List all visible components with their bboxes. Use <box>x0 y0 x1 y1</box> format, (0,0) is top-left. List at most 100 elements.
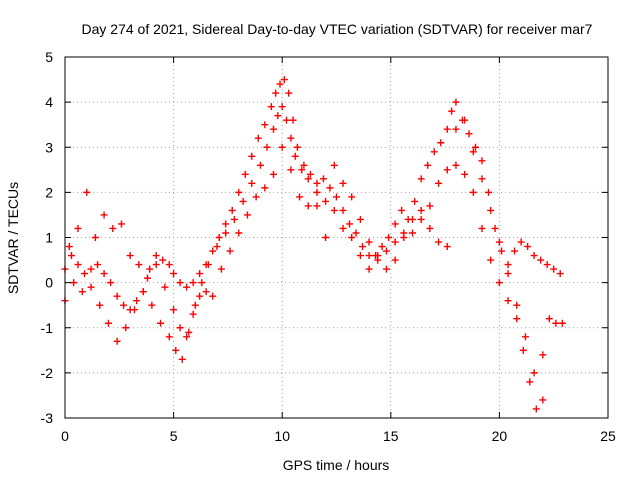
data-point <box>243 211 251 219</box>
data-point <box>213 243 221 251</box>
y-axis-label: SDTVAR / TECUs <box>5 182 21 294</box>
data-point <box>491 224 499 232</box>
x-axis-label: GPS time / hours <box>283 457 390 473</box>
data-point <box>152 252 160 260</box>
data-point <box>263 143 271 151</box>
data-point <box>545 315 553 323</box>
data-point <box>91 234 99 241</box>
data-point <box>107 279 115 287</box>
data-point <box>461 116 469 124</box>
y-tick-label: 2 <box>45 184 53 200</box>
data-point <box>339 206 347 214</box>
data-point <box>283 116 291 124</box>
data-point <box>530 369 538 377</box>
series-track-a <box>61 76 564 314</box>
data-point <box>330 206 338 214</box>
data-point <box>409 229 417 237</box>
data-point <box>202 288 210 296</box>
data-point <box>452 125 460 133</box>
data-point <box>448 107 456 115</box>
data-point <box>104 319 112 327</box>
data-point <box>391 256 399 264</box>
data-point <box>504 270 512 278</box>
data-point <box>287 134 295 142</box>
data-point <box>139 288 147 296</box>
data-point <box>170 270 178 278</box>
data-point <box>96 301 104 309</box>
data-point <box>417 175 425 183</box>
data-point <box>204 261 212 269</box>
data-point <box>504 261 512 269</box>
data-point <box>348 234 356 241</box>
x-tick-label: 25 <box>600 428 616 444</box>
data-point <box>94 261 102 269</box>
data-point <box>289 116 297 124</box>
data-point <box>469 148 477 156</box>
data-point <box>68 252 76 260</box>
y-tick-label: 0 <box>45 275 53 291</box>
data-point <box>478 175 486 183</box>
data-point <box>556 270 564 278</box>
data-point <box>176 324 184 332</box>
data-point <box>504 297 512 305</box>
data-point <box>517 238 525 246</box>
data-point <box>215 234 223 241</box>
data-point <box>81 270 89 278</box>
data-point <box>478 157 486 165</box>
data-point <box>424 161 432 169</box>
data-point <box>209 292 217 300</box>
data-point <box>365 265 373 273</box>
data-point <box>248 152 256 160</box>
data-point <box>278 103 286 111</box>
data-point <box>100 270 108 278</box>
data-point <box>513 301 521 309</box>
data-point <box>426 202 434 210</box>
data-point <box>539 396 547 404</box>
data-point <box>543 261 551 269</box>
x-tick-label: 20 <box>492 428 508 444</box>
data-point <box>306 170 314 178</box>
data-point <box>365 238 373 246</box>
data-point <box>198 279 206 287</box>
data-point <box>511 247 519 255</box>
data-point <box>313 202 321 210</box>
data-point <box>435 179 443 187</box>
data-point <box>230 215 238 223</box>
series-track-c <box>65 116 547 404</box>
data-point <box>276 80 284 88</box>
data-point <box>339 224 347 232</box>
data-point <box>452 98 460 106</box>
data-point <box>382 247 390 255</box>
data-point <box>330 161 338 169</box>
data-point <box>209 247 217 255</box>
data-point <box>172 346 180 354</box>
data-point <box>161 283 169 291</box>
data-point <box>378 243 386 251</box>
data-point <box>280 76 288 84</box>
x-tick-label: 10 <box>274 428 290 444</box>
x-tick-label: 5 <box>170 428 178 444</box>
data-point <box>296 193 304 201</box>
data-point <box>326 184 334 192</box>
data-point <box>348 193 356 201</box>
data-point <box>176 279 184 287</box>
data-point <box>382 265 390 273</box>
data-point <box>109 224 117 232</box>
data-point <box>437 139 445 147</box>
data-point <box>443 243 451 251</box>
data-point <box>298 166 306 174</box>
data-point <box>159 256 167 264</box>
data-point <box>293 143 301 151</box>
data-point <box>126 252 134 260</box>
data-point <box>131 306 139 314</box>
data-point <box>74 224 82 232</box>
data-point <box>152 261 160 269</box>
data-point <box>435 238 443 246</box>
data-point <box>495 238 503 246</box>
data-point <box>417 206 425 214</box>
y-tick-label: -3 <box>41 410 54 426</box>
data-point <box>539 351 547 359</box>
data-point <box>196 292 204 300</box>
data-point <box>117 220 125 228</box>
data-point <box>189 279 197 287</box>
